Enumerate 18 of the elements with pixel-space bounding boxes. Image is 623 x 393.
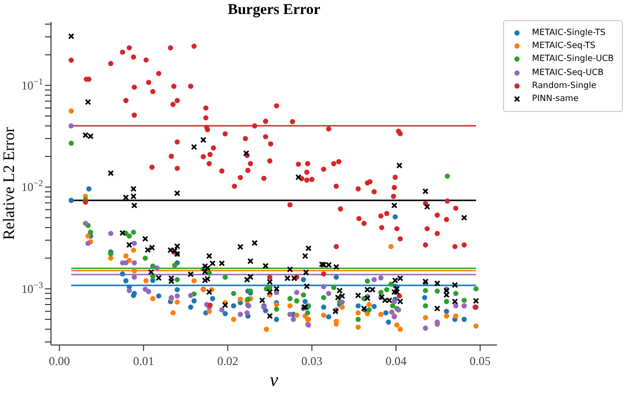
legend-label: Random-Single: [532, 80, 596, 91]
legend-label: METAIC-Seq-TS: [532, 40, 596, 51]
legend-label: METAIC-Single-UCB: [532, 54, 614, 64]
x-axis-title: ν: [270, 370, 279, 391]
x-tick-label: 0.05: [470, 354, 491, 368]
legend-label: METAIC-Single-TS: [532, 28, 606, 38]
x-tick-label: 0.02: [217, 354, 238, 368]
y-tick-label: 10$^{−1}$: [21, 76, 43, 92]
x-tick-label: 0.01: [133, 354, 154, 368]
y-tick-label: 10$^{−3}$: [21, 280, 44, 296]
legend-label: METAIC-Seq-UCB: [532, 68, 604, 78]
chart-title: Burgers Error: [226, 2, 322, 19]
legend-label: PINN-same: [532, 94, 579, 104]
y-axis-title: Relative L2 Error: [1, 126, 18, 240]
x-tick-label: 0.00: [48, 354, 70, 368]
x-tick-label: 0.04: [386, 354, 407, 368]
y-tick-label: 10$^{−2}$: [21, 178, 43, 194]
x-tick-label: 0.03: [301, 354, 322, 368]
